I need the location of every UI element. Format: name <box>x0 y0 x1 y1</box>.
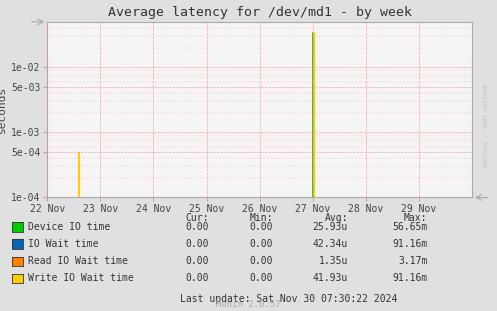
Text: 91.16m: 91.16m <box>392 239 427 249</box>
Text: 0.00: 0.00 <box>250 273 273 283</box>
Text: Max:: Max: <box>404 213 427 223</box>
Text: 0.00: 0.00 <box>250 222 273 232</box>
Text: Read IO Wait time: Read IO Wait time <box>28 256 128 266</box>
Text: 0.00: 0.00 <box>185 273 209 283</box>
Text: 91.16m: 91.16m <box>392 273 427 283</box>
Text: Avg:: Avg: <box>325 213 348 223</box>
Text: RRDTOOL / TOBI OETIKER: RRDTOOL / TOBI OETIKER <box>483 83 488 166</box>
Text: 25.93u: 25.93u <box>313 222 348 232</box>
Text: 41.93u: 41.93u <box>313 273 348 283</box>
Text: 0.00: 0.00 <box>185 239 209 249</box>
Text: 3.17m: 3.17m <box>398 256 427 266</box>
Text: 0.00: 0.00 <box>185 222 209 232</box>
Text: Min:: Min: <box>250 213 273 223</box>
Text: 0.00: 0.00 <box>250 239 273 249</box>
Y-axis label: seconds: seconds <box>0 86 7 133</box>
Text: Munin 2.0.57: Munin 2.0.57 <box>216 300 281 309</box>
Text: Cur:: Cur: <box>185 213 209 223</box>
Text: 0.00: 0.00 <box>250 256 273 266</box>
Text: 42.34u: 42.34u <box>313 239 348 249</box>
Text: 56.65m: 56.65m <box>392 222 427 232</box>
Text: 1.35u: 1.35u <box>319 256 348 266</box>
Text: Write IO Wait time: Write IO Wait time <box>28 273 134 283</box>
Text: Last update: Sat Nov 30 07:30:22 2024: Last update: Sat Nov 30 07:30:22 2024 <box>179 294 397 304</box>
Text: 0.00: 0.00 <box>185 256 209 266</box>
Title: Average latency for /dev/md1 - by week: Average latency for /dev/md1 - by week <box>108 6 412 19</box>
Text: Device IO time: Device IO time <box>28 222 110 232</box>
Text: IO Wait time: IO Wait time <box>28 239 99 249</box>
